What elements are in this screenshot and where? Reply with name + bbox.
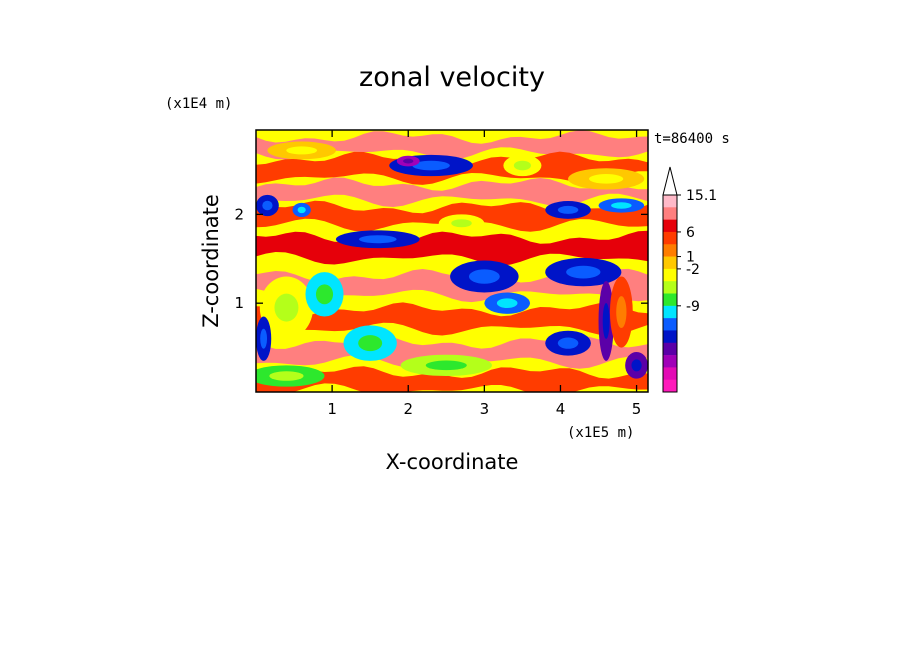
colorbar-segment (663, 244, 677, 257)
colorbar-tick-label: 1 (686, 250, 695, 266)
x-tick-label: 1 (327, 400, 337, 418)
colorbar-segment (663, 330, 677, 344)
colorbar-segment (663, 355, 677, 368)
colorbar-segment (663, 318, 677, 331)
x-tick-label: 5 (632, 400, 642, 418)
x-axis: 1 2 3 4 5 (327, 130, 641, 418)
velocity-core (557, 337, 579, 349)
velocity-core (451, 219, 472, 228)
colorbar-segment (663, 256, 677, 270)
x-axis-label: X-coordinate (386, 450, 519, 474)
colorbar-segment (663, 379, 677, 393)
colorbar-segment (663, 293, 677, 307)
colorbar-segment (663, 305, 677, 319)
velocity-core (412, 160, 450, 171)
velocity-band (256, 302, 648, 336)
velocity-core (631, 359, 642, 372)
velocity-band (256, 177, 648, 207)
colorbar-segment (663, 342, 677, 356)
colorbar-labels: 15.1 6 1-2 -9 (677, 188, 717, 315)
velocity-core (566, 265, 601, 279)
x-tick-label: 4 (556, 400, 566, 418)
colorbar-segment (663, 195, 677, 208)
velocity-core (616, 296, 627, 329)
colorbar-segment (663, 268, 677, 282)
plot-frame (255, 129, 649, 393)
colorbar-tick-label: 6 (686, 225, 695, 241)
x-tick-label: 2 (403, 400, 413, 418)
velocity-core (269, 371, 304, 381)
colorbar-extend-triangle (662, 166, 678, 196)
velocity-band (256, 366, 648, 392)
colorbar-segment (663, 219, 677, 233)
colorbar-segment (663, 367, 677, 380)
y-axis-label: Z-coordinate (199, 194, 223, 328)
colorbar-tick-label: -2 (686, 262, 700, 278)
y-unit-label: (x1E4 m) (165, 96, 232, 112)
x-tick-label: 3 (480, 400, 490, 418)
velocity-core (589, 174, 624, 184)
time-label: t=86400 s (654, 131, 730, 147)
y-tick-label: 2 (234, 205, 244, 223)
velocity-core (297, 206, 306, 214)
velocity-core (260, 328, 268, 349)
colorbar-tick-label: 15.1 (686, 188, 717, 204)
colorbar-tick-label: -9 (686, 299, 700, 315)
velocity-core (286, 146, 318, 155)
velocity-core (602, 302, 610, 339)
velocity-core (358, 335, 383, 352)
velocity-core (315, 284, 334, 305)
velocity-core (513, 160, 531, 171)
plot-area (256, 130, 648, 392)
colorbar-segment (663, 231, 677, 245)
velocity-core (358, 235, 397, 244)
velocity-core (468, 269, 500, 284)
chart-title: zonal velocity (359, 62, 545, 93)
velocity-core (403, 158, 414, 164)
velocity-core (496, 298, 518, 308)
velocity-band (256, 230, 648, 266)
velocity-core (557, 205, 579, 214)
colorbar-frame (662, 194, 678, 393)
y-axis: 12 (234, 205, 648, 312)
velocity-band (256, 130, 648, 160)
velocity-core (611, 202, 632, 209)
colorbar (662, 166, 678, 393)
y-tick-label: 1 (234, 294, 244, 312)
velocity-core (262, 200, 273, 211)
velocity-core (425, 360, 467, 371)
colorbar-segment (663, 207, 677, 220)
velocity-core (274, 293, 299, 322)
colorbar-segment (663, 281, 677, 294)
x-unit-label: (x1E5 m) (567, 425, 634, 441)
